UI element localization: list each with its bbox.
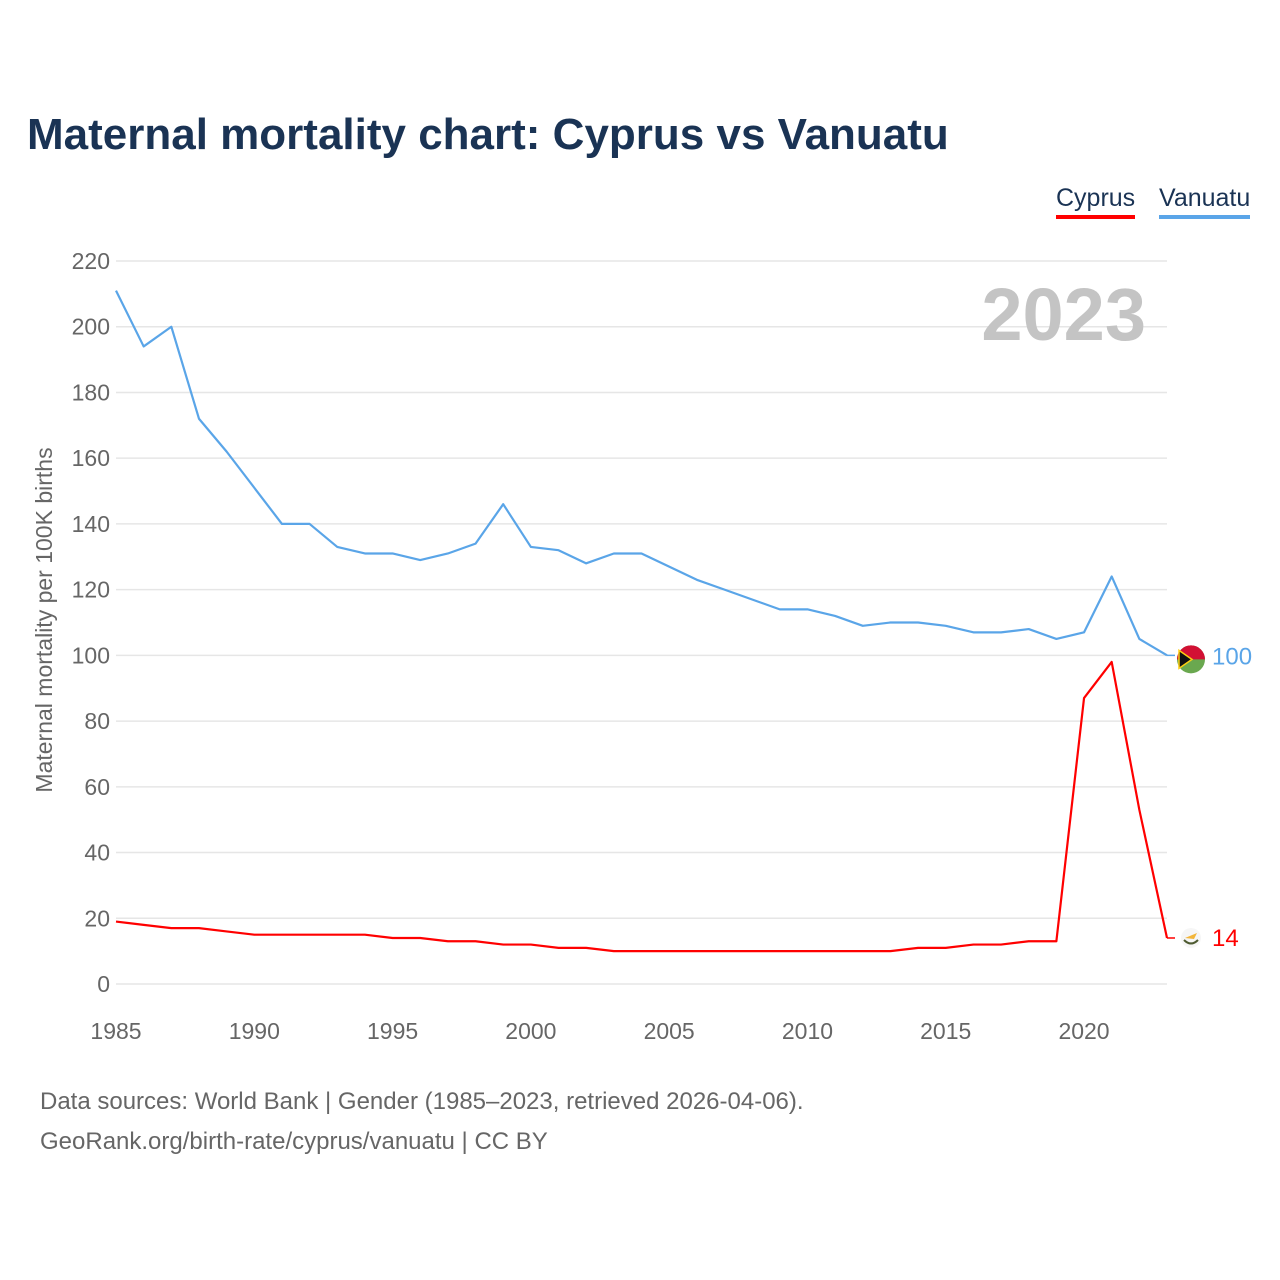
x-tick-label: 2005 [644, 1018, 695, 1044]
x-tick-label: 2000 [505, 1018, 556, 1044]
y-tick-label: 160 [72, 445, 110, 471]
series-line-vanuatu [115, 290, 1168, 657]
y-tick-label: 140 [72, 511, 110, 537]
series-line-cyprus [115, 660, 1169, 953]
x-tick-label: 1995 [367, 1018, 418, 1044]
end-value-label-cyprus: 14 [1212, 925, 1239, 952]
y-axis-label: Maternal mortality per 100K births [31, 447, 57, 792]
y-tick-label: 180 [72, 379, 110, 405]
footer-link[interactable]: GeoRank.org/birth-rate/cyprus/vanuatu | … [40, 1128, 548, 1155]
legend-cyprus[interactable]: Cyprus [1056, 184, 1136, 219]
y-tick-label: 80 [84, 708, 110, 734]
x-tick-label: 2015 [920, 1018, 971, 1044]
y-tick-label: 40 [84, 840, 110, 866]
chart-title: Maternal mortality chart: Cyprus vs Vanu… [27, 110, 949, 159]
y-tick-label: 20 [84, 905, 110, 931]
y-tick-label: 120 [72, 577, 110, 603]
end-value-label-vanuatu: 100 [1212, 643, 1252, 670]
cyprus-flag-island [1185, 932, 1197, 939]
cyprus-flag-olive [1183, 939, 1199, 945]
x-tick-label: 1985 [90, 1018, 141, 1044]
x-tick-label: 2010 [782, 1018, 833, 1044]
x-tick-label: 1990 [229, 1018, 280, 1044]
footer-sources: Data sources: World Bank | Gender (1985–… [40, 1088, 804, 1115]
y-tick-label: 60 [84, 774, 110, 800]
y-tick-label: 0 [97, 971, 110, 997]
legend-vanuatu[interactable]: Vanuatu [1159, 184, 1251, 219]
y-tick-label: 200 [72, 314, 110, 340]
y-tick-label: 220 [72, 248, 110, 274]
year-watermark: 2023 [981, 273, 1146, 356]
x-tick-label: 2020 [1058, 1018, 1109, 1044]
y-tick-label: 100 [72, 642, 110, 668]
vanuatu-flag-triangle [1178, 648, 1194, 670]
